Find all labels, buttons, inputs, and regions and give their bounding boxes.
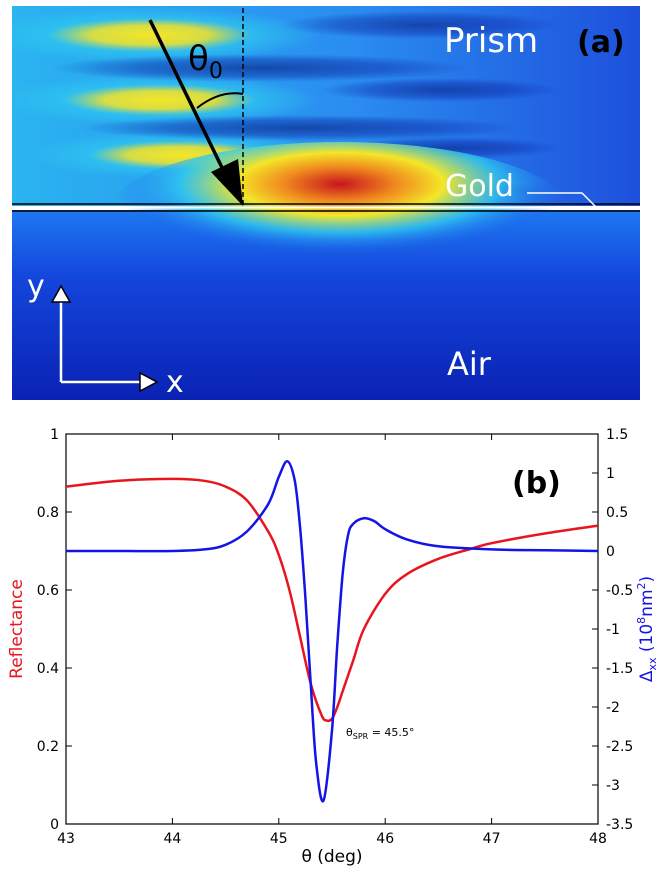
spr-annotation: θSPR = 45.5° [346, 726, 414, 741]
panel-b-label: (b) [512, 466, 561, 501]
y-axis-label: y [27, 269, 45, 304]
y-axis-arrowhead [50, 284, 72, 303]
series-group [65, 460, 599, 803]
y-ticks-left: 0 0.2 0.4 0.6 0.8 1 [37, 427, 72, 833]
y-tick-label-right: 1.5 [606, 427, 628, 443]
air-label: Air [447, 345, 492, 383]
y-axis-title-right: Δxx (108nm2) [635, 576, 659, 682]
x-axis-title: θ (deg) [301, 847, 362, 867]
series-line-reflectance [65, 477, 599, 723]
y-axis-title-left: Reflectance [7, 579, 27, 679]
y-tick-label-right: -1 [606, 622, 620, 638]
panel-a-text: θ0 Prism (a) Gold Air y x [27, 21, 625, 400]
angle-label: θ0 [188, 39, 223, 84]
y-tick-label-left: 0.2 [37, 739, 59, 755]
x-axis-label: x [166, 365, 184, 400]
y-tick-label-left: 0.6 [37, 583, 59, 599]
x-ticks: 43 44 45 46 47 48 [57, 434, 607, 847]
field-fringe-dark [280, 11, 560, 39]
plasmon-field [110, 142, 570, 282]
y-ticks-right: 1.5 1 0.5 0 -0.5 -1 -1.5 -2 -2.5 -3 -3.5 [592, 427, 633, 833]
y-tick-label-right: -2 [606, 700, 620, 716]
field-fringe-dark [80, 115, 520, 141]
incident-beam-arrowhead [211, 159, 243, 206]
x-tick-label: 46 [376, 831, 394, 847]
x-tick-label: 43 [57, 831, 75, 847]
gold-label: Gold [445, 169, 514, 204]
x-tick-label: 48 [589, 831, 607, 847]
y-tick-label-right: 0.5 [606, 505, 628, 521]
y-tick-label-right: -3.5 [606, 817, 633, 833]
x-tick-label: 45 [270, 831, 288, 847]
y-tick-label-left: 0 [50, 817, 59, 833]
y-tick-label-right: -1.5 [606, 661, 633, 677]
field-fringe-dark [50, 54, 470, 82]
y-tick-label-left: 0.4 [37, 661, 59, 677]
y-tick-label-right: 0 [606, 544, 615, 560]
y-tick-label-left: 0.8 [37, 505, 59, 521]
x-tick-label: 47 [483, 831, 501, 847]
prism-label: Prism [444, 21, 538, 61]
y-tick-label-right: -2.5 [606, 739, 633, 755]
y-tick-label-right: 1 [606, 466, 615, 482]
y-tick-label-right: -0.5 [606, 583, 633, 599]
field-fringe-dark [320, 78, 560, 102]
x-axis-arrowhead [139, 371, 159, 393]
panel-a [12, 6, 640, 400]
gold-leader-line [527, 192, 597, 208]
panel-b: 43 44 45 46 47 48 0 0.2 0.4 0.6 0.8 1 1.5 1 0.5 0 -0.5… [7, 427, 659, 867]
series-line-delta-xx [66, 460, 599, 803]
y-tick-label-right: -3 [606, 778, 620, 794]
y-tick-label-left: 1 [50, 427, 59, 443]
x-tick-label: 44 [163, 831, 181, 847]
angle-arc [196, 92, 244, 109]
incident-beam [148, 19, 231, 183]
panel-a-label: (a) [577, 25, 625, 60]
